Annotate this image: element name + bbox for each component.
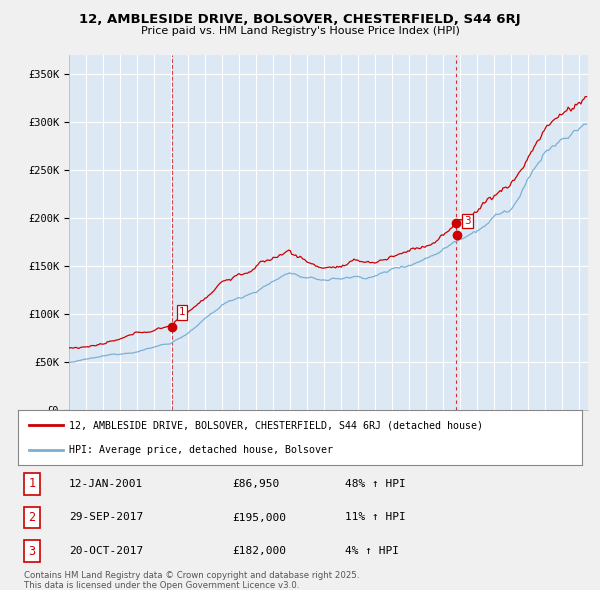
Text: 3: 3 — [464, 217, 470, 227]
Text: Contains HM Land Registry data © Crown copyright and database right 2025.
This d: Contains HM Land Registry data © Crown c… — [24, 571, 359, 590]
Text: 1: 1 — [29, 477, 35, 490]
Text: £195,000: £195,000 — [232, 513, 286, 523]
Text: 11% ↑ HPI: 11% ↑ HPI — [345, 513, 406, 523]
Text: 20-OCT-2017: 20-OCT-2017 — [69, 546, 143, 556]
Text: Price paid vs. HM Land Registry's House Price Index (HPI): Price paid vs. HM Land Registry's House … — [140, 26, 460, 36]
Text: £86,950: £86,950 — [232, 479, 280, 489]
Text: 12-JAN-2001: 12-JAN-2001 — [69, 479, 143, 489]
Text: 4% ↑ HPI: 4% ↑ HPI — [345, 546, 399, 556]
Text: HPI: Average price, detached house, Bolsover: HPI: Average price, detached house, Bols… — [69, 445, 333, 455]
Text: 3: 3 — [29, 545, 35, 558]
Text: 2: 2 — [29, 511, 35, 524]
Text: 12, AMBLESIDE DRIVE, BOLSOVER, CHESTERFIELD, S44 6RJ (detached house): 12, AMBLESIDE DRIVE, BOLSOVER, CHESTERFI… — [69, 421, 483, 430]
Text: 29-SEP-2017: 29-SEP-2017 — [69, 513, 143, 523]
Text: £182,000: £182,000 — [232, 546, 286, 556]
Text: 48% ↑ HPI: 48% ↑ HPI — [345, 479, 406, 489]
Text: 1: 1 — [179, 307, 185, 317]
Text: 12, AMBLESIDE DRIVE, BOLSOVER, CHESTERFIELD, S44 6RJ: 12, AMBLESIDE DRIVE, BOLSOVER, CHESTERFI… — [79, 13, 521, 26]
